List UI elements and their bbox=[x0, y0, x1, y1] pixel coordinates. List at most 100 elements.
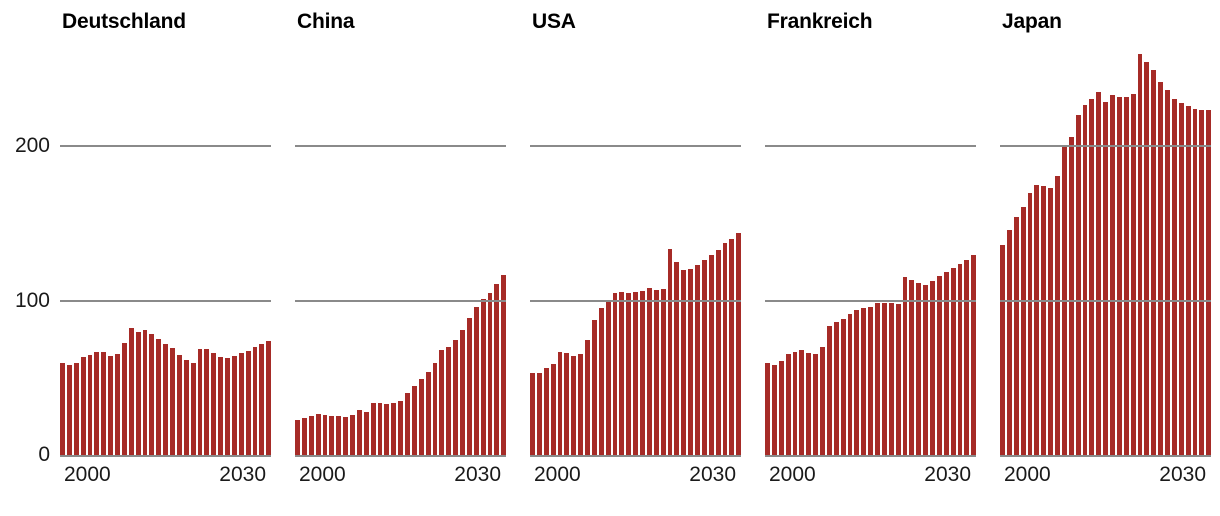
bar bbox=[1137, 53, 1143, 455]
bar bbox=[619, 291, 625, 455]
bar bbox=[60, 363, 65, 455]
panel: Japan 2000 2030 bbox=[1000, 0, 1212, 516]
bar bbox=[1158, 82, 1163, 455]
bar bbox=[633, 291, 638, 455]
bar bbox=[197, 349, 203, 455]
panel-title: USA bbox=[532, 10, 576, 33]
bar bbox=[1103, 102, 1108, 455]
panel: Frankreich 2000 2030 bbox=[765, 0, 977, 516]
bar bbox=[1055, 176, 1060, 455]
bar bbox=[543, 368, 549, 455]
x-axis-line bbox=[765, 454, 976, 457]
gridline-200 bbox=[60, 145, 271, 147]
x-tick-label-end: 2030 bbox=[454, 463, 501, 486]
bar bbox=[1116, 97, 1122, 455]
bar bbox=[799, 349, 805, 455]
bar bbox=[211, 353, 217, 455]
bar bbox=[308, 416, 314, 455]
bar bbox=[432, 363, 438, 455]
panel: China 2000 2030 bbox=[295, 0, 507, 516]
bar bbox=[605, 300, 611, 455]
bar bbox=[854, 310, 860, 455]
bar bbox=[957, 264, 963, 455]
bar bbox=[170, 348, 175, 455]
bar bbox=[190, 362, 196, 455]
bar bbox=[439, 349, 445, 455]
gridline-100 bbox=[1000, 299, 1211, 302]
bar bbox=[895, 304, 901, 455]
gridline-100 bbox=[60, 299, 271, 302]
bar bbox=[833, 322, 839, 455]
bar bbox=[536, 373, 542, 455]
x-axis-line bbox=[1000, 454, 1211, 457]
bar bbox=[329, 415, 335, 455]
bar bbox=[765, 362, 770, 455]
bar bbox=[550, 364, 556, 455]
panel: Deutschland 2000 2030 bbox=[60, 0, 272, 516]
bar bbox=[701, 260, 707, 455]
bar bbox=[252, 347, 258, 455]
bar bbox=[466, 318, 472, 455]
bar bbox=[405, 393, 410, 455]
plot-area bbox=[1000, 45, 1212, 457]
bar bbox=[564, 353, 570, 455]
bar bbox=[473, 306, 479, 455]
bar bbox=[501, 275, 507, 455]
bar bbox=[480, 299, 486, 455]
panel-title: Deutschland bbox=[62, 10, 186, 33]
x-tick-label-end: 2030 bbox=[924, 463, 971, 486]
bar bbox=[108, 356, 113, 455]
bar bbox=[708, 255, 714, 455]
gridline-100 bbox=[530, 299, 741, 302]
bar bbox=[101, 352, 107, 455]
bar bbox=[715, 250, 721, 455]
bar bbox=[425, 372, 431, 455]
bar bbox=[149, 334, 155, 455]
bar bbox=[1027, 193, 1033, 455]
bar bbox=[73, 362, 79, 455]
bar bbox=[453, 339, 458, 455]
bar bbox=[487, 292, 493, 455]
bar bbox=[778, 360, 784, 455]
bar bbox=[121, 343, 127, 455]
gridline-100 bbox=[295, 299, 506, 302]
bar bbox=[771, 365, 777, 455]
bars bbox=[530, 45, 742, 455]
bar bbox=[1075, 115, 1081, 455]
bar bbox=[128, 328, 134, 455]
bars bbox=[765, 45, 977, 455]
bar bbox=[530, 373, 535, 455]
bar bbox=[875, 303, 880, 455]
bars bbox=[1000, 45, 1212, 455]
bar bbox=[1034, 184, 1040, 455]
bar bbox=[398, 401, 403, 455]
bar bbox=[861, 307, 867, 455]
bar bbox=[1199, 109, 1205, 455]
bar bbox=[964, 260, 970, 455]
bar bbox=[626, 292, 632, 455]
bars bbox=[60, 45, 272, 455]
gridline-200 bbox=[765, 145, 976, 147]
bar bbox=[343, 417, 348, 455]
bar bbox=[1165, 90, 1170, 455]
bar bbox=[888, 303, 894, 455]
bar bbox=[1206, 109, 1212, 455]
x-axis-line bbox=[60, 454, 271, 457]
panel-title: Japan bbox=[1002, 10, 1062, 33]
bar bbox=[653, 290, 659, 455]
bar bbox=[135, 332, 141, 455]
bar bbox=[66, 365, 72, 455]
bar bbox=[418, 379, 424, 455]
bar bbox=[578, 354, 583, 455]
bar bbox=[1178, 103, 1184, 455]
bar bbox=[640, 290, 645, 455]
panel-title: China bbox=[297, 10, 355, 33]
gridline-200 bbox=[1000, 145, 1211, 147]
gridline-200 bbox=[530, 145, 741, 147]
x-tick-label-start: 2000 bbox=[769, 463, 816, 486]
plot-area bbox=[765, 45, 977, 457]
plot-area bbox=[530, 45, 742, 457]
bar bbox=[156, 338, 162, 455]
bar bbox=[936, 276, 942, 455]
bar bbox=[183, 360, 189, 455]
